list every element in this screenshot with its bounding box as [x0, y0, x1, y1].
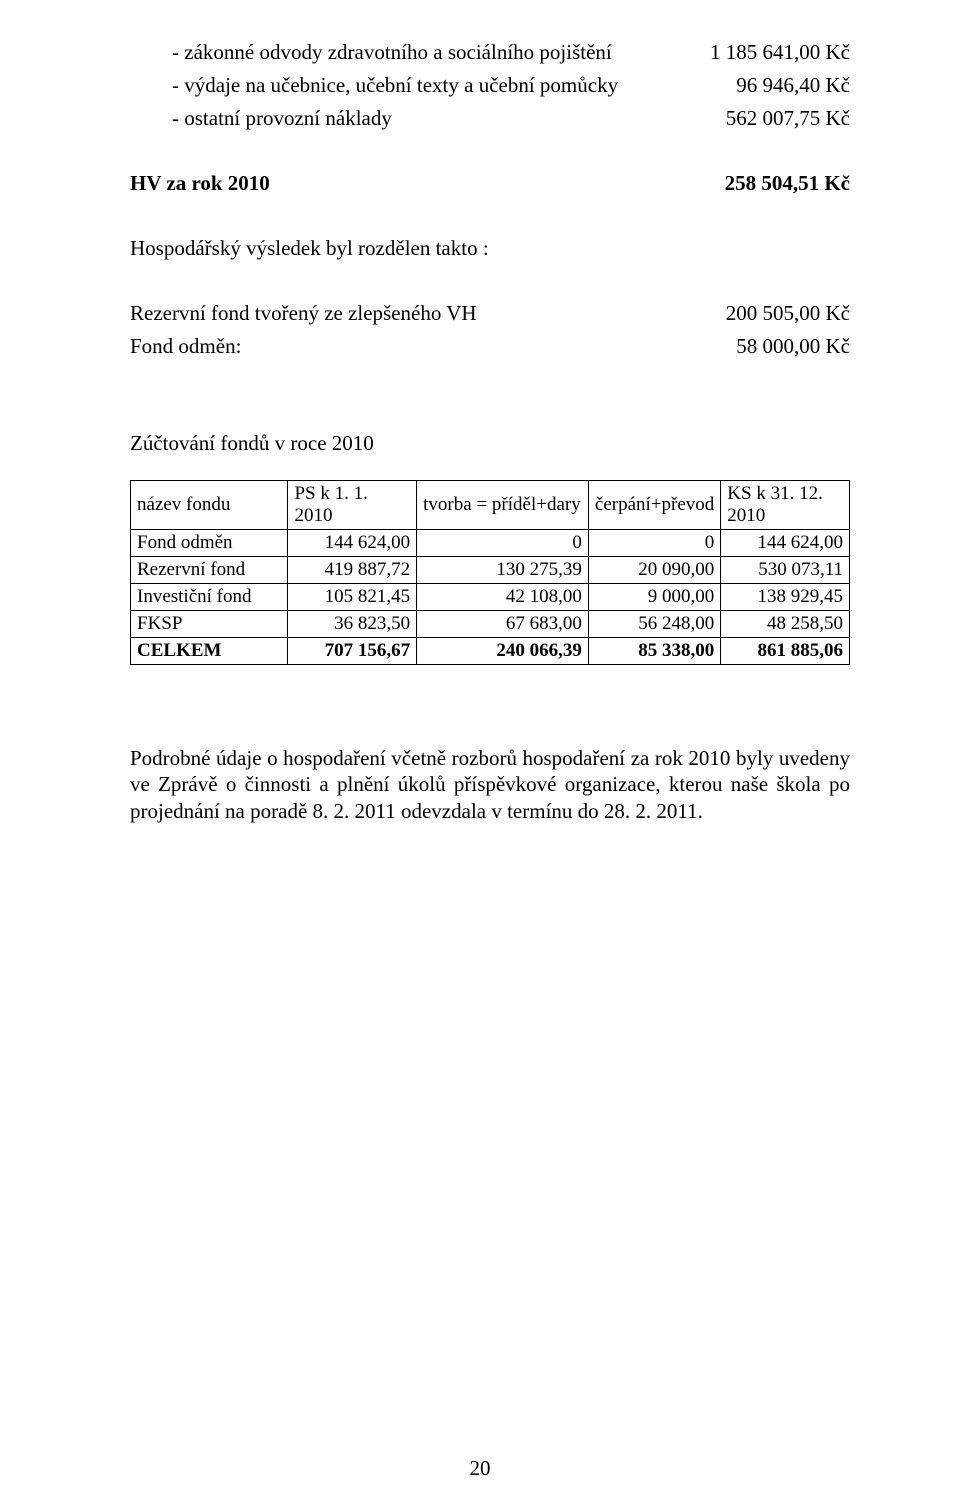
- table-cell: Rezervní fond: [131, 557, 288, 584]
- page-number: 20: [0, 1456, 960, 1481]
- table-cell: 0: [417, 530, 589, 557]
- table-header-row: název fondu PS k 1. 1. 2010 tvorba = pří…: [131, 481, 850, 530]
- table-cell: 105 821,45: [288, 584, 417, 611]
- table-cell: 0: [588, 530, 720, 557]
- split-value: 58 000,00 Kč: [712, 334, 850, 359]
- table-cell: 144 624,00: [721, 530, 850, 557]
- summary-paragraph: Podrobné údaje o hospodaření včetně rozb…: [130, 745, 850, 824]
- table-total-row: CELKEM 707 156,67 240 066,39 85 338,00 8…: [131, 638, 850, 665]
- table-cell: 144 624,00: [288, 530, 417, 557]
- split-heading: Hospodářský výsledek byl rozdělen takto …: [130, 236, 850, 261]
- page: - zákonné odvody zdravotního a sociálníh…: [0, 0, 960, 1509]
- expense-label: - zákonné odvody zdravotního a sociálníh…: [172, 40, 686, 65]
- table-cell: 20 090,00: [588, 557, 720, 584]
- funds-table: název fondu PS k 1. 1. 2010 tvorba = pří…: [130, 480, 850, 665]
- table-row: Rezervní fond 419 887,72 130 275,39 20 0…: [131, 557, 850, 584]
- table-cell: 707 156,67: [288, 638, 417, 665]
- table-cell: FKSP: [131, 611, 288, 638]
- table-header-cell: tvorba = příděl+dary: [417, 481, 589, 530]
- table-cell: 56 248,00: [588, 611, 720, 638]
- expense-row: - výdaje na učebnice, učební texty a uče…: [130, 73, 850, 98]
- table-cell: 130 275,39: [417, 557, 589, 584]
- table-cell: 419 887,72: [288, 557, 417, 584]
- table-header-cell: PS k 1. 1. 2010: [288, 481, 417, 530]
- hv-label: HV za rok 2010: [130, 171, 701, 196]
- table-cell: Fond odměn: [131, 530, 288, 557]
- table-cell: 138 929,45: [721, 584, 850, 611]
- table-cell: Investiční fond: [131, 584, 288, 611]
- split-value: 200 505,00 Kč: [702, 301, 850, 326]
- split-row: Rezervní fond tvořený ze zlepšeného VH 2…: [130, 301, 850, 326]
- table-cell: 530 073,11: [721, 557, 850, 584]
- hv-row: HV za rok 2010 258 504,51 Kč: [130, 171, 850, 196]
- table-row: Investiční fond 105 821,45 42 108,00 9 0…: [131, 584, 850, 611]
- table-row: Fond odměn 144 624,00 0 0 144 624,00: [131, 530, 850, 557]
- table-cell: 42 108,00: [417, 584, 589, 611]
- table-header-cell: název fondu: [131, 481, 288, 530]
- expense-value: 96 946,40 Kč: [712, 73, 850, 98]
- table-header-cell: KS k 31. 12. 2010: [721, 481, 850, 530]
- table-cell: 240 066,39: [417, 638, 589, 665]
- split-label: Fond odměn:: [130, 334, 712, 359]
- expense-label: - výdaje na učebnice, učební texty a uče…: [172, 73, 712, 98]
- table-cell: 36 823,50: [288, 611, 417, 638]
- funds-heading: Zúčtování fondů v roce 2010: [130, 431, 850, 456]
- expense-row: - ostatní provozní náklady 562 007,75 Kč: [130, 106, 850, 131]
- table-cell: 48 258,50: [721, 611, 850, 638]
- table-cell: 9 000,00: [588, 584, 720, 611]
- expense-row: - zákonné odvody zdravotního a sociálníh…: [130, 40, 850, 65]
- split-row: Fond odměn: 58 000,00 Kč: [130, 334, 850, 359]
- table-cell: 85 338,00: [588, 638, 720, 665]
- table-cell: 67 683,00: [417, 611, 589, 638]
- table-header-cell: čerpání+převod: [588, 481, 720, 530]
- expense-value: 1 185 641,00 Kč: [686, 40, 850, 65]
- split-label: Rezervní fond tvořený ze zlepšeného VH: [130, 301, 702, 326]
- table-cell: CELKEM: [131, 638, 288, 665]
- hv-value: 258 504,51 Kč: [701, 171, 850, 196]
- expense-value: 562 007,75 Kč: [702, 106, 850, 131]
- table-cell: 861 885,06: [721, 638, 850, 665]
- expense-label: - ostatní provozní náklady: [172, 106, 702, 131]
- table-row: FKSP 36 823,50 67 683,00 56 248,00 48 25…: [131, 611, 850, 638]
